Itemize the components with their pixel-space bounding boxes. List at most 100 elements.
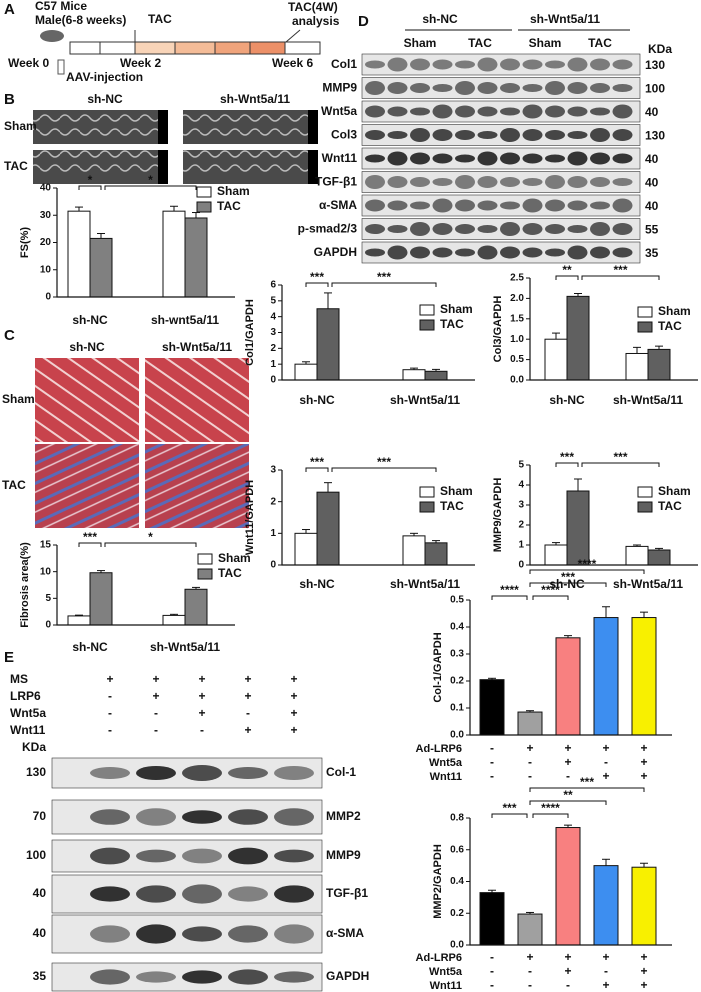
blot-band <box>477 82 498 94</box>
blot-band <box>500 246 520 259</box>
blot-band <box>387 106 408 117</box>
legend-label: TAC <box>440 317 464 331</box>
blot-band <box>410 128 430 142</box>
echo-scale <box>158 110 168 144</box>
blot-band <box>477 151 498 166</box>
echo-image <box>33 110 168 144</box>
blot-band <box>455 175 475 189</box>
bar <box>593 865 619 946</box>
y-tick-label: 0 <box>45 292 51 303</box>
condition-label: Wnt5a <box>429 966 463 978</box>
condition-sign: + <box>564 950 571 964</box>
condition-sign: - <box>604 755 608 769</box>
y-tick-label: 0 <box>270 375 276 386</box>
y-tick-label: 2.5 <box>510 273 524 284</box>
treatment-sign: - <box>154 706 158 720</box>
blot-band <box>136 924 176 944</box>
treatment-sign: - <box>108 723 112 737</box>
timeline-text: Week 2 <box>120 56 161 70</box>
column-label: sh-Wnt5a/11 <box>162 340 232 354</box>
axis <box>281 470 475 566</box>
blot-band <box>365 130 385 140</box>
blot-band <box>500 152 520 165</box>
bar <box>566 295 590 381</box>
blot-row-label: Wnt5a <box>321 104 357 118</box>
significance-bracket <box>305 282 329 287</box>
condition-sign: + <box>640 964 647 978</box>
blot-band <box>228 969 268 985</box>
y-tick-label: 3 <box>518 500 524 511</box>
legend-swatch <box>197 553 213 565</box>
bar <box>647 549 671 566</box>
blot-band <box>455 60 475 69</box>
condition-sign: - <box>490 950 494 964</box>
condition-sign: + <box>526 741 533 755</box>
blot-band <box>612 84 633 92</box>
blot-band <box>410 177 430 187</box>
blot-kda: 40 <box>645 199 659 213</box>
blot-band <box>90 969 130 985</box>
blot-band <box>136 849 176 863</box>
significance-label: * <box>88 173 93 187</box>
y-tick-label: 0.8 <box>450 813 464 824</box>
condition-sign: - <box>528 964 532 978</box>
blot-band <box>410 201 430 210</box>
y-tick-label: 3 <box>270 465 276 476</box>
treatment-sign: - <box>200 723 204 737</box>
blot-band <box>567 82 588 94</box>
y-axis-label: Wnt11/GAPDH <box>244 480 256 555</box>
blot-band <box>432 153 453 164</box>
significance-bracket <box>555 462 579 467</box>
treatment-sign: + <box>198 706 205 720</box>
blot-band <box>567 106 588 117</box>
x-tick-label: sh-NC <box>299 393 335 407</box>
y-tick-label: 6 <box>270 280 276 291</box>
blot-band <box>612 198 633 213</box>
blot-band <box>136 885 176 903</box>
bar <box>67 210 91 298</box>
y-tick-label: 5 <box>45 593 51 604</box>
blot-band <box>274 808 314 826</box>
blot-kda: 130 <box>645 58 665 72</box>
significance-label: *** <box>580 775 594 789</box>
blot-band <box>387 245 408 260</box>
echo-image <box>183 110 318 144</box>
significance-label: *** <box>502 801 516 815</box>
y-tick-label: 1 <box>518 540 524 551</box>
panel-label: B <box>4 91 15 108</box>
blot-band <box>545 60 565 69</box>
blot-band <box>477 200 498 211</box>
bar <box>294 363 318 381</box>
x-tick-label: sh-NC <box>299 577 335 591</box>
timeline-text: TAC(4W) <box>288 0 338 14</box>
blot-band <box>387 151 408 166</box>
blot-band <box>136 808 176 826</box>
significance-bracket <box>532 595 569 600</box>
bar <box>631 866 657 946</box>
blot-band <box>590 246 610 259</box>
y-axis-label: MMP9/GAPDH <box>492 478 504 553</box>
axis <box>529 278 698 381</box>
condition-sign: - <box>566 978 570 992</box>
blot-band <box>387 176 408 188</box>
blot-band <box>567 176 588 188</box>
y-tick-label: 1 <box>270 359 276 370</box>
significance-label: *** <box>613 263 627 277</box>
legend-label: TAC <box>658 319 682 333</box>
blot-band <box>545 175 565 189</box>
y-axis-label: Col1/GAPDH <box>244 299 256 366</box>
blot-band <box>477 176 498 188</box>
condition-label: Ad-LRP6 <box>416 952 462 964</box>
treatment-sign: - <box>108 689 112 703</box>
treatment-sign: - <box>246 706 250 720</box>
y-tick-label: 0.2 <box>450 908 464 919</box>
blot-band <box>455 248 475 257</box>
condition-sign: - <box>490 964 494 978</box>
blot-band <box>612 104 633 119</box>
significance-bracket <box>331 467 437 472</box>
blot-band <box>612 247 633 258</box>
blot-band <box>90 925 130 943</box>
blot-band <box>182 970 222 984</box>
blot-band <box>432 223 453 235</box>
condition-sign: - <box>604 964 608 978</box>
